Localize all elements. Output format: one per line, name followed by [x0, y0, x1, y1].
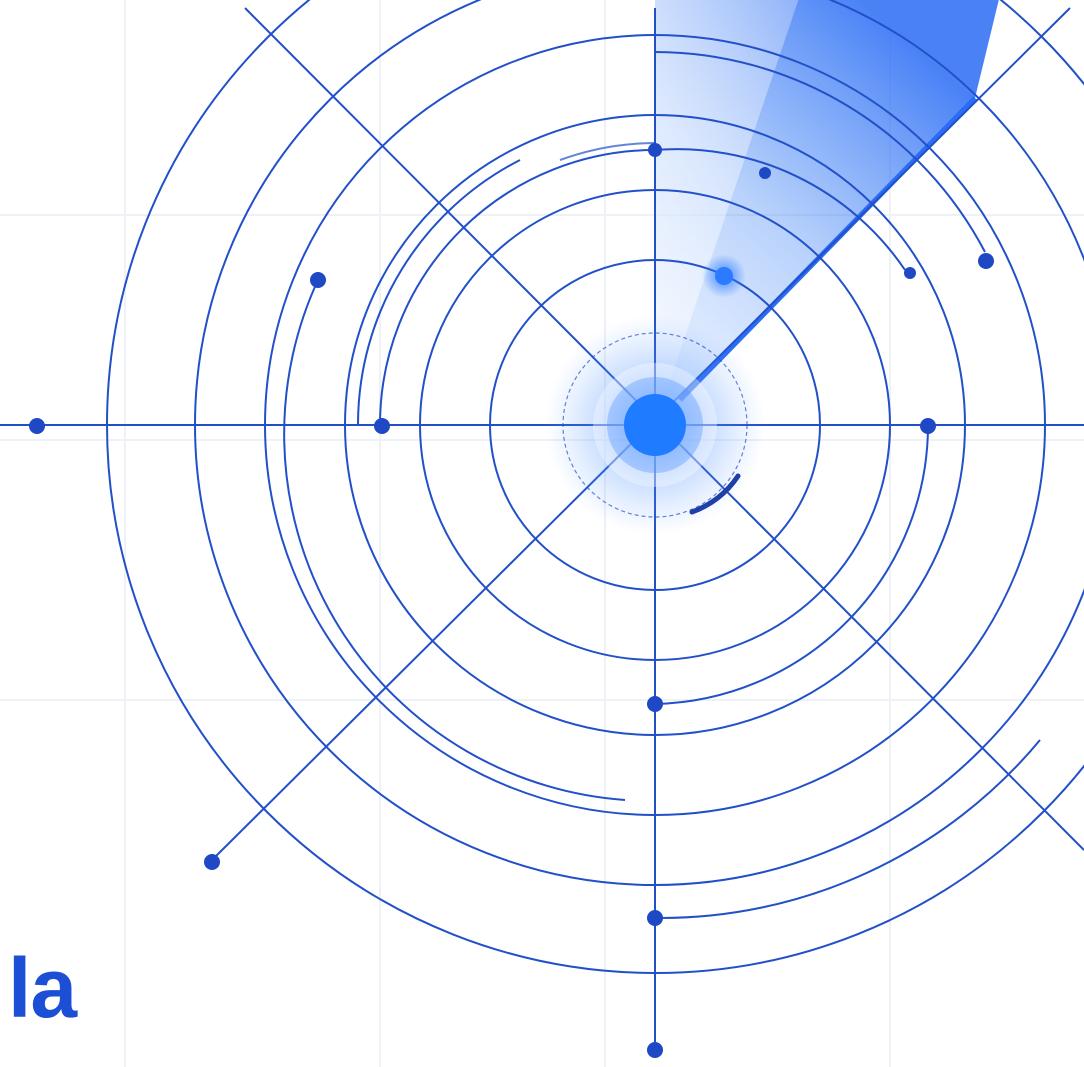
- radar-node: [374, 418, 390, 434]
- radar-node: [310, 272, 326, 288]
- radar-arc: [356, 159, 521, 426]
- radar-blip: [702, 254, 746, 298]
- radar-arc: [283, 279, 626, 801]
- radar-node: [978, 253, 994, 269]
- radar-node: [648, 143, 662, 157]
- radar-arc: [654, 51, 986, 253]
- radar-arc: [654, 148, 906, 271]
- radar-node: [759, 167, 771, 179]
- radar-node: [647, 910, 663, 926]
- radar-node: [920, 418, 936, 434]
- radar-center-icon: [545, 315, 765, 535]
- radar-nodes: [29, 143, 994, 1058]
- radar-arc: [654, 739, 1041, 920]
- radar-node: [647, 1042, 663, 1058]
- radar-node: [647, 696, 663, 712]
- brand-text-fragment: la: [8, 941, 77, 1035]
- radar-arc: [559, 142, 656, 161]
- radar-arc: [379, 149, 656, 426]
- radar-node: [204, 854, 220, 870]
- radar-arc: [654, 424, 929, 705]
- radar-arcs: [283, 51, 1041, 920]
- radar-node: [904, 267, 916, 279]
- radar-node: [29, 418, 45, 434]
